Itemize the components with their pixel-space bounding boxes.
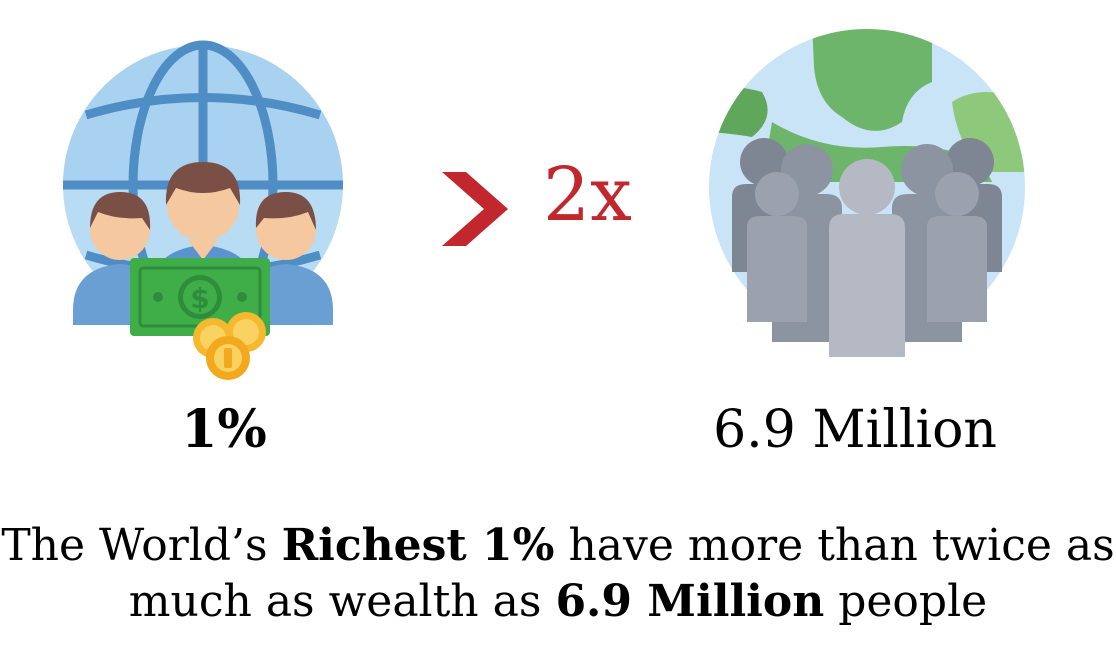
globe-people-money-icon: $ — [63, 40, 343, 380]
richest-percent-label: 1% — [181, 399, 267, 460]
caption-text: The World’s — [1, 520, 282, 571]
caption-line-1: The World’s Richest 1% have more than tw… — [0, 518, 1116, 574]
multiplier-text: 2x — [543, 152, 632, 238]
caption-text: people — [824, 576, 988, 628]
caption-text: much as wealth as — [128, 576, 556, 628]
caption: The World’s Richest 1% have more than tw… — [0, 518, 1116, 631]
earth-crowd-icon — [709, 29, 1025, 357]
caption-text: have more than twice as — [554, 520, 1115, 571]
caption-emphasis: 6.9 Million — [555, 576, 825, 628]
population-label: 6.9 Million — [713, 400, 997, 460]
caption-line-2: much as wealth as 6.9 Million people — [0, 574, 1116, 630]
greater-than-icon — [442, 172, 508, 246]
svg-text:$: $ — [190, 282, 209, 315]
caption-emphasis: Richest 1% — [281, 520, 555, 571]
